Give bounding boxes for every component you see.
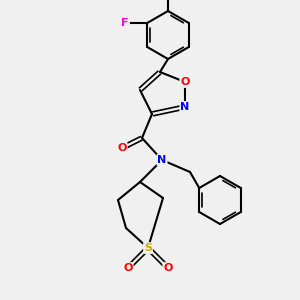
Text: O: O — [163, 263, 173, 273]
Text: N: N — [180, 102, 190, 112]
Text: F: F — [122, 18, 129, 28]
Text: N: N — [158, 155, 166, 165]
Text: O: O — [117, 143, 127, 153]
Text: O: O — [180, 77, 190, 87]
Text: S: S — [144, 243, 152, 253]
Text: O: O — [123, 263, 133, 273]
